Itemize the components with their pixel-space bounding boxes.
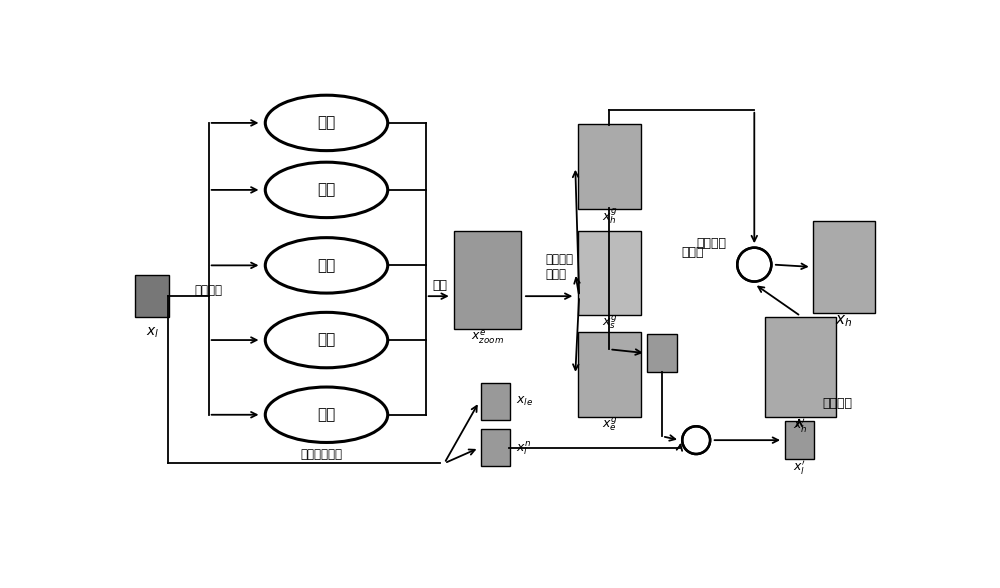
Text: 表情分类: 表情分类 <box>195 283 223 296</box>
Circle shape <box>682 426 710 454</box>
Text: $x_e^g$: $x_e^g$ <box>602 415 617 433</box>
Text: $x_l$: $x_l$ <box>146 325 159 340</box>
FancyBboxPatch shape <box>481 383 510 420</box>
FancyBboxPatch shape <box>578 125 641 209</box>
Text: 残差补偿: 残差补偿 <box>697 236 727 249</box>
Text: $x_s^g$: $x_s^g$ <box>602 313 617 331</box>
Text: 插値: 插値 <box>433 279 448 292</box>
Ellipse shape <box>265 162 388 218</box>
FancyBboxPatch shape <box>578 332 641 417</box>
Ellipse shape <box>265 312 388 368</box>
FancyBboxPatch shape <box>454 231 521 329</box>
FancyBboxPatch shape <box>765 317 836 417</box>
Text: $x_{zoom}^e$: $x_{zoom}^e$ <box>471 329 504 346</box>
Text: $x_l^{\prime}$: $x_l^{\prime}$ <box>793 459 806 477</box>
Text: 近邻重构: 近邻重构 <box>822 397 852 410</box>
Text: 形态学成
分分析: 形态学成 分分析 <box>546 253 574 281</box>
Ellipse shape <box>265 95 388 151</box>
Ellipse shape <box>265 238 388 293</box>
FancyBboxPatch shape <box>785 421 814 459</box>
FancyBboxPatch shape <box>481 429 510 466</box>
FancyBboxPatch shape <box>813 220 875 313</box>
Text: 闭眼: 闭眼 <box>317 115 336 131</box>
Text: $x_h^{\prime}$: $x_h^{\prime}$ <box>793 416 808 435</box>
Text: 下采样: 下采样 <box>681 246 704 259</box>
FancyBboxPatch shape <box>647 334 677 372</box>
Text: 皼眉: 皼眉 <box>317 182 336 198</box>
FancyBboxPatch shape <box>578 230 641 315</box>
Text: 惊讶: 惊讶 <box>317 333 336 348</box>
Text: $x_l^n$: $x_l^n$ <box>516 439 531 457</box>
Circle shape <box>737 248 771 282</box>
Text: $x_h^g$: $x_h^g$ <box>602 206 617 226</box>
Ellipse shape <box>265 387 388 443</box>
Text: 微笑: 微笑 <box>317 258 336 273</box>
Text: $x_{le}$: $x_{le}$ <box>516 395 533 408</box>
Text: 张嘴: 张嘴 <box>317 407 336 422</box>
FancyBboxPatch shape <box>135 275 169 317</box>
Text: 形态学成分析: 形态学成分析 <box>301 447 343 460</box>
Text: $x_h$: $x_h$ <box>835 314 853 329</box>
